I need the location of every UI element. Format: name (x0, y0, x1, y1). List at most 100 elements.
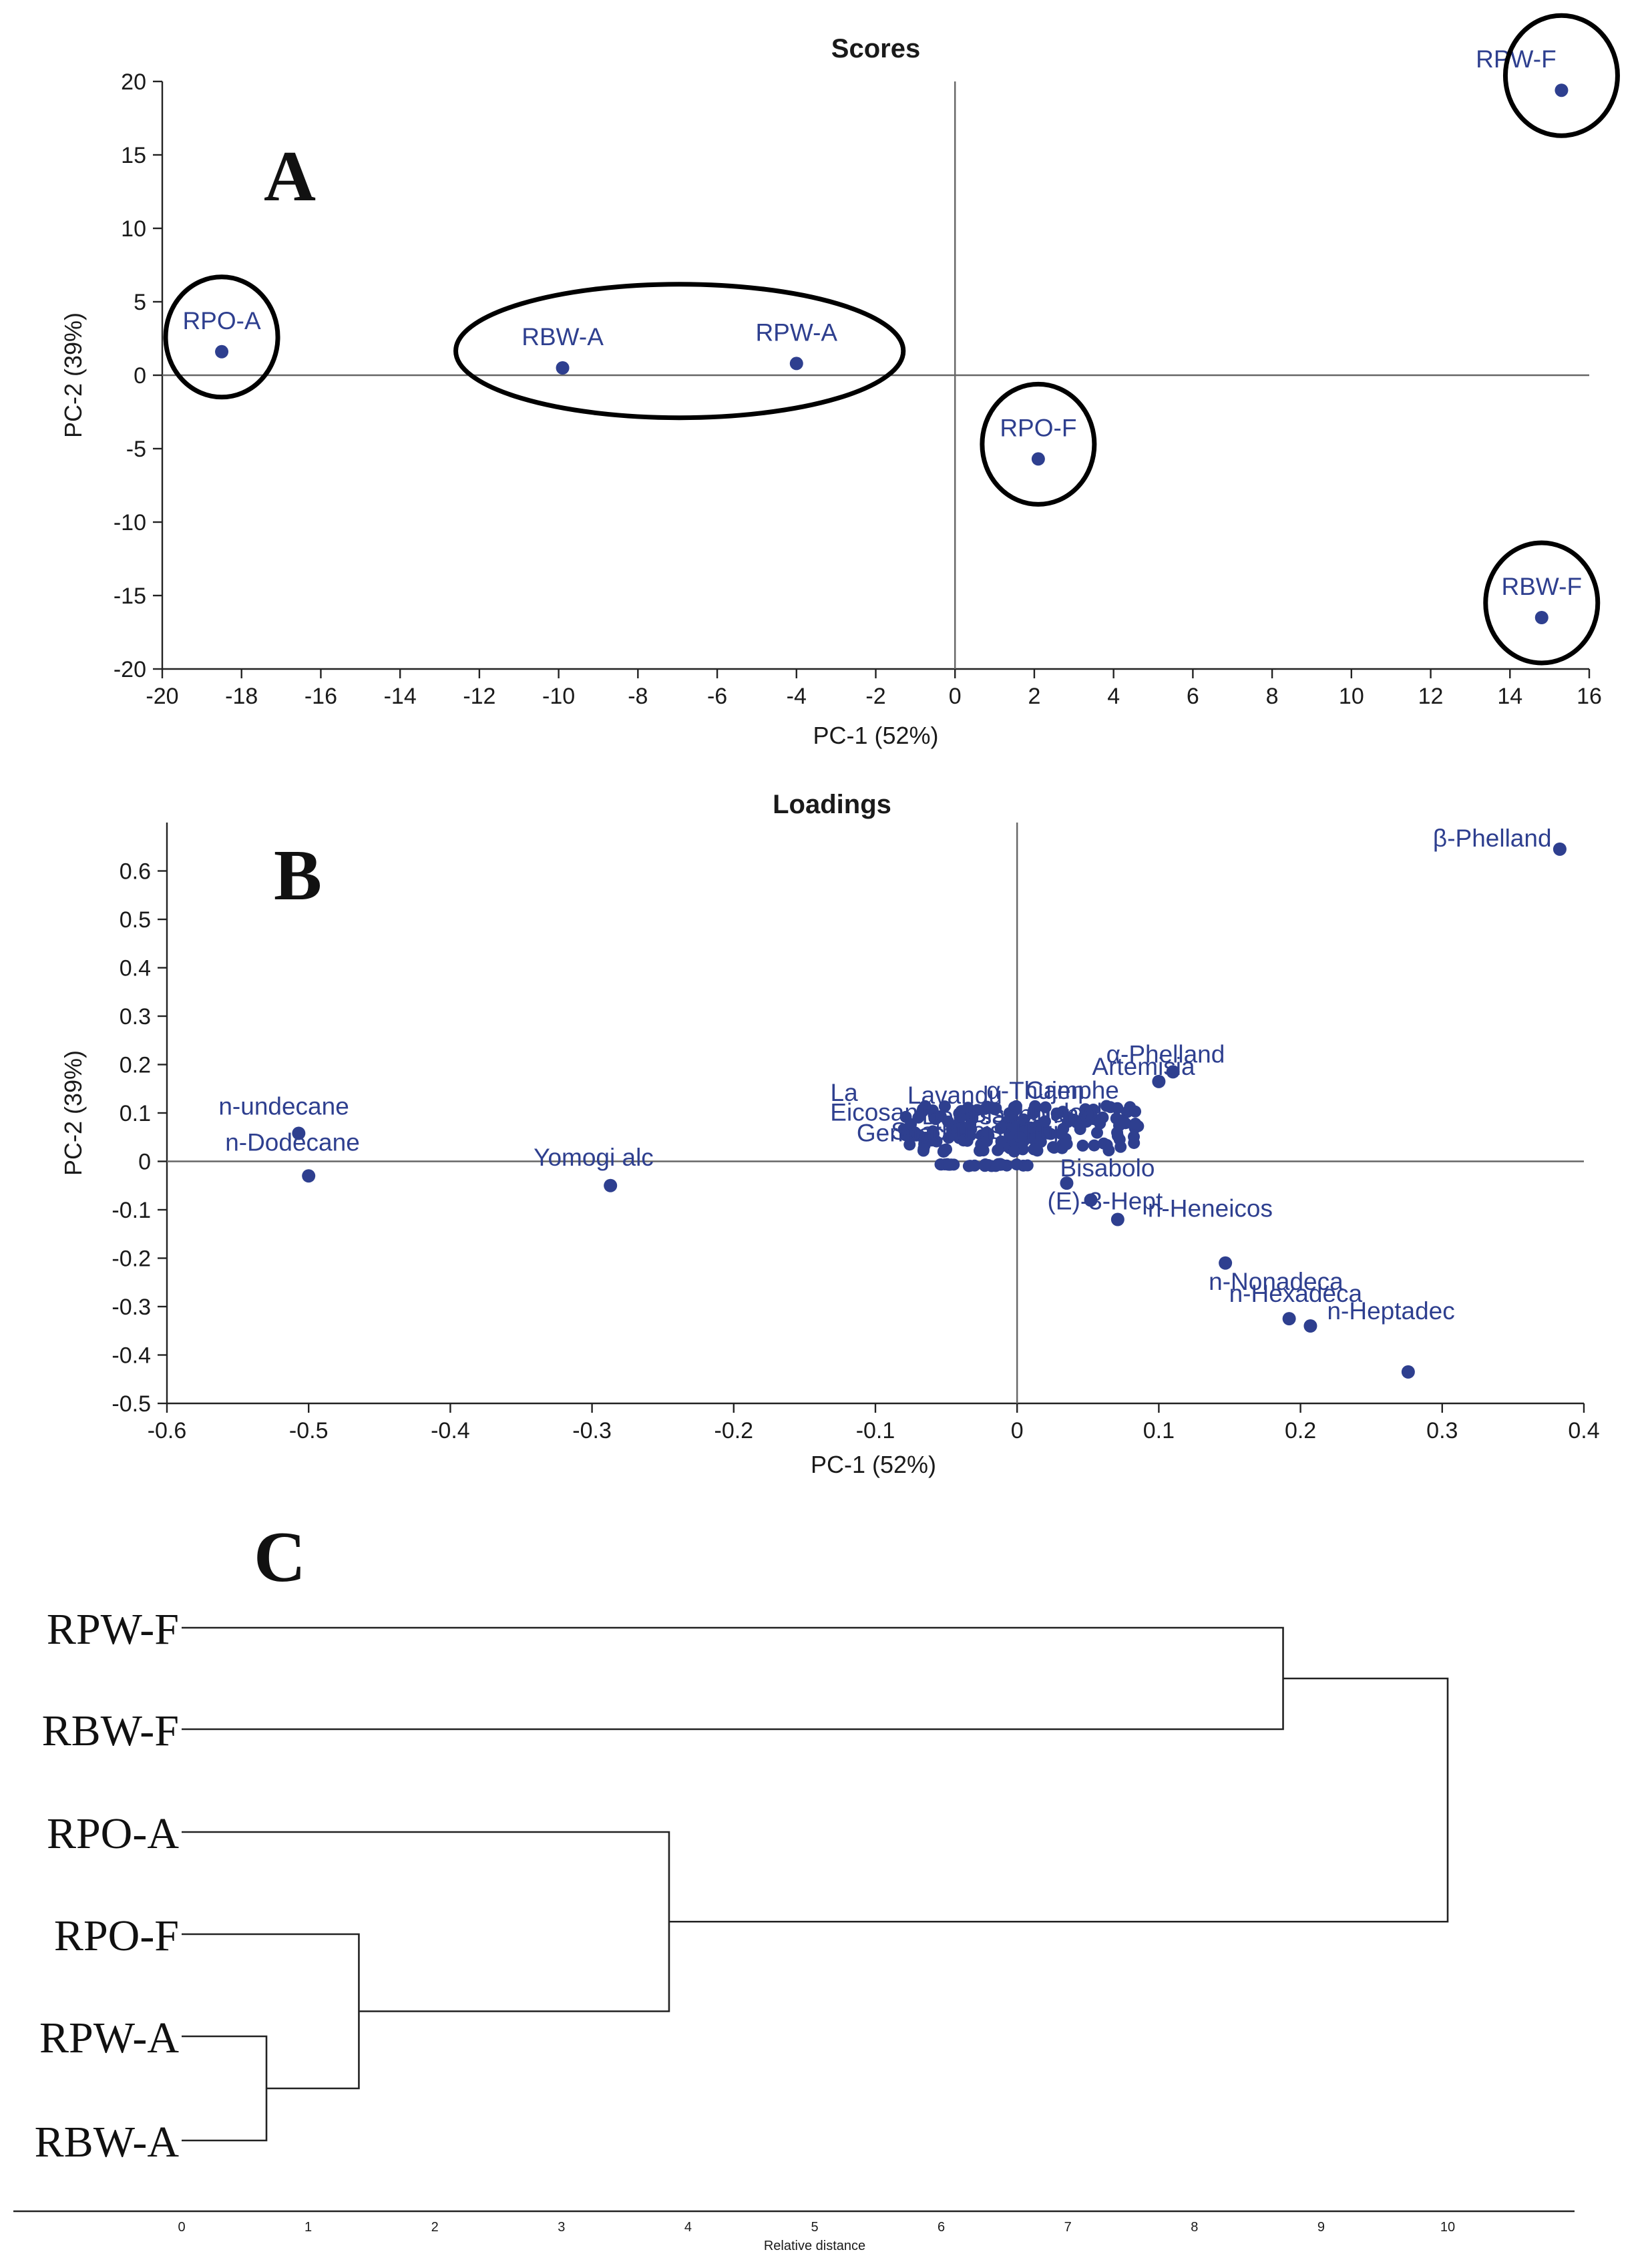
loading-point-minor (1076, 1139, 1089, 1152)
loadings-y-tick-label: -0.2 (112, 1246, 151, 1272)
scores-x-tick-label: -16 (304, 684, 337, 709)
loadings-y-tick-label: -0.5 (112, 1391, 151, 1417)
loading-point (1401, 1365, 1415, 1379)
scores-y-title: PC-2 (39%) (59, 312, 87, 438)
dendro-scale-tick-label: 1 (304, 2220, 312, 2235)
loading-cluster-label: Linalool (1017, 1099, 1102, 1126)
scores-y-tick-label: 10 (121, 216, 146, 242)
loading-point (1219, 1256, 1233, 1270)
group-ring-4 (1502, 13, 1620, 138)
scores-y-tick-label: -10 (114, 510, 146, 535)
scores-x-tick-label: -14 (384, 684, 417, 709)
dendro-link-1 (182, 2035, 268, 2142)
loading-point-minor (912, 1111, 925, 1124)
loadings-y-tick-label: -0.4 (112, 1343, 151, 1369)
scores-x-tick-label: -18 (225, 684, 258, 709)
scores-x-tick-label: 6 (1187, 684, 1199, 709)
dendro-scale-tick-label: 0 (178, 2220, 185, 2235)
loading-point-minor (1017, 1113, 1030, 1126)
loadings-y-tick-label: -0.3 (112, 1295, 151, 1320)
dendro-scale-tick-label: 4 (684, 2220, 692, 2235)
scores-x-tick-label: -12 (463, 684, 495, 709)
dendro-leaf-rbw-a: RBW-A (35, 2118, 180, 2167)
scores-y-tick-label: 15 (121, 143, 146, 168)
loading-label: (E)-3-Hept (1048, 1188, 1163, 1215)
loading-cluster-label: Spathul (891, 1118, 975, 1145)
panel-letter-c: C (254, 1518, 306, 1597)
loading-point-minor (956, 1122, 968, 1134)
loading-label: n-Heneicos (1148, 1195, 1273, 1222)
loading-cluster-label: Germacr (857, 1119, 953, 1146)
loading-point-minor (994, 1158, 1006, 1171)
loadings-y-tick-label: 0.5 (120, 907, 151, 933)
scores-x-tick-label: 4 (1107, 684, 1120, 709)
loading-point-minor (1079, 1103, 1092, 1116)
loading-label: Yomogi alc (534, 1144, 654, 1171)
loading-point-minor (1129, 1105, 1142, 1118)
scores-y-tick-label: 20 (121, 69, 146, 95)
loadings-y-title: PC-2 (39%) (59, 1050, 87, 1176)
loading-point-minor (909, 1129, 922, 1142)
loading-label: n-Hexadeca (1229, 1280, 1363, 1307)
scores-x-tick-label: 10 (1339, 684, 1364, 709)
loading-cluster-label: Docosan (921, 1102, 1019, 1130)
score-label-rbw-a: RBW-A (522, 323, 604, 351)
loading-point-minor (1034, 1136, 1047, 1148)
dendro-leaf-rpw-a: RPW-A (39, 2014, 179, 2062)
loading-point-minor (1111, 1102, 1124, 1114)
loading-point-minor (897, 1123, 910, 1136)
loadings-y-tick-label: 0 (138, 1150, 151, 1175)
score-point-rpo-f (1031, 452, 1045, 466)
loadings-x-tick-label: 0 (1011, 1418, 1024, 1443)
loading-point-minor (938, 1100, 951, 1113)
scores-y-tick-label: -20 (114, 657, 146, 682)
scores-y-tick-label: -15 (114, 584, 146, 609)
scores-x-tick-label: -8 (628, 684, 648, 709)
loadings-x-title: PC-1 (52%) (811, 1451, 936, 1478)
loading-point-minor (903, 1138, 916, 1151)
loadings-x-tick-label: -0.3 (572, 1418, 612, 1443)
loadings-x-tick-label: 0.3 (1426, 1418, 1458, 1443)
loading-point-minor (1050, 1107, 1063, 1120)
loading-point-minor (1102, 1144, 1115, 1157)
scores-x-title: PC-1 (52%) (813, 722, 938, 749)
loading-point-minor (1038, 1115, 1051, 1128)
loading-point-minor (1002, 1114, 1014, 1127)
dendro-scale-tick-label: 10 (1440, 2220, 1455, 2235)
loading-point (1282, 1312, 1296, 1326)
loading-point-minor (1046, 1141, 1059, 1154)
loading-cluster-label: Bisabolen (970, 1100, 1079, 1128)
loading-cluster-label: Camphe (1026, 1077, 1119, 1104)
loadings-x-tick-label: -0.5 (289, 1418, 329, 1443)
scores-x-tick-label: 0 (949, 684, 962, 709)
score-point-rbw-f (1534, 611, 1549, 624)
loading-point (1152, 1074, 1166, 1088)
loading-cluster-label: Lavandu (907, 1082, 1002, 1109)
loading-point (1110, 1212, 1124, 1226)
score-point-rpo-a (215, 345, 229, 359)
scores-y-tick-label: -5 (126, 437, 146, 462)
loadings-x-tick-label: 0.1 (1143, 1418, 1175, 1443)
loading-point-minor (981, 1100, 994, 1113)
loadings-x-tick-label: -0.6 (148, 1418, 187, 1443)
dendro-leaf-rbw-f: RBW-F (42, 1707, 179, 1755)
dendro-scale-title: Relative distance (764, 2239, 865, 2253)
dendro-link-3 (182, 1831, 670, 2012)
loadings-x-tick-label: -0.2 (714, 1418, 754, 1443)
dendro-leaf-rpo-f: RPO-F (54, 1911, 179, 1960)
loading-point-minor (992, 1144, 1004, 1156)
dendro-link-2 (182, 1933, 360, 2090)
loading-point-minor (978, 1130, 990, 1142)
dendro-link-4 (182, 1626, 1284, 1731)
loadings-y-tick-label: 0.2 (120, 1053, 151, 1078)
loading-point-minor (1044, 1128, 1057, 1140)
scores-x-tick-label: -2 (865, 684, 885, 709)
loading-point-minor (971, 1104, 984, 1116)
loading-point-minor (919, 1131, 932, 1144)
loading-point-minor (1054, 1128, 1067, 1140)
loadings-x-tick-label: 0.2 (1285, 1418, 1316, 1443)
loading-label: n-undecane (218, 1092, 349, 1120)
loading-point (1303, 1319, 1317, 1333)
